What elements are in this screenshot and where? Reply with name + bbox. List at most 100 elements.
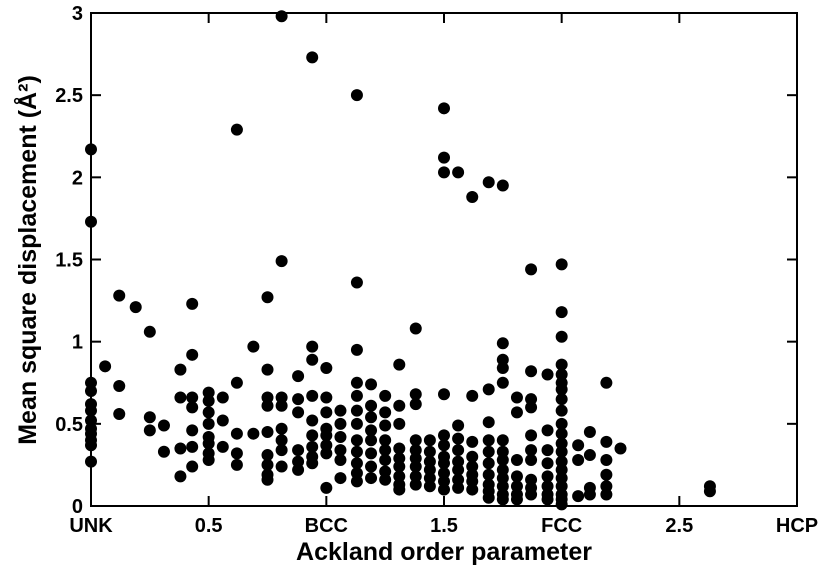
point: [423, 455, 436, 468]
point: [466, 435, 479, 448]
point: [555, 404, 568, 417]
point: [496, 493, 509, 506]
point: [334, 404, 347, 417]
point: [350, 434, 363, 447]
point: [275, 391, 288, 404]
x-tick-label: HCP: [776, 515, 818, 537]
y-tick-label: 0.5: [55, 414, 83, 436]
y-tick-label: 2.5: [55, 85, 83, 107]
point: [452, 455, 465, 468]
point: [334, 444, 347, 457]
point: [482, 416, 495, 429]
point: [186, 297, 199, 310]
point: [496, 472, 509, 485]
point: [350, 475, 363, 488]
x-axis-label: Ackland order parameter: [296, 538, 592, 566]
point: [525, 263, 538, 276]
point: [334, 453, 347, 466]
point: [379, 419, 392, 432]
point: [292, 455, 305, 468]
point: [261, 399, 274, 412]
point: [409, 470, 422, 483]
point: [186, 348, 199, 361]
point: [438, 166, 450, 179]
point: [496, 179, 509, 192]
point: [452, 481, 465, 494]
point: [555, 330, 568, 343]
point: [350, 457, 363, 470]
y-tick-label: 2: [72, 167, 83, 189]
point: [555, 258, 568, 271]
point: [99, 360, 112, 373]
point: [466, 450, 479, 463]
point: [350, 343, 363, 356]
point: [555, 472, 568, 485]
point: [496, 480, 509, 493]
point: [541, 480, 554, 493]
point: [438, 439, 450, 452]
point: [555, 427, 568, 440]
point: [275, 422, 288, 435]
point: [409, 388, 422, 401]
point: [393, 452, 406, 465]
point: [350, 404, 363, 417]
point: [482, 468, 495, 481]
point: [320, 406, 333, 419]
point: [510, 470, 523, 483]
point: [320, 361, 333, 374]
x-tick-label: 1.5: [430, 515, 458, 537]
axes: UNK 0.5 BCC 1.5 FCC 2.5 HCP 0 0.5 1 1.5 2 2.5 3: [55, 3, 818, 537]
point: [409, 444, 422, 457]
y-tick-label: 3: [72, 3, 83, 25]
point: [510, 493, 523, 506]
point: [496, 353, 509, 366]
point: [261, 426, 274, 439]
point: [482, 457, 495, 470]
point: [320, 481, 333, 494]
point: [423, 434, 436, 447]
point: [510, 406, 523, 419]
point: [438, 475, 450, 488]
x-tick-label: BCC: [305, 515, 348, 537]
point: [496, 376, 509, 389]
point: [365, 472, 378, 485]
point: [292, 463, 305, 476]
point: [350, 389, 363, 402]
point: [555, 358, 568, 371]
point: [143, 411, 156, 424]
point: [452, 473, 465, 486]
point: [350, 417, 363, 430]
point: [292, 393, 305, 406]
point: [555, 306, 568, 319]
point: [334, 417, 347, 430]
point: [438, 151, 450, 164]
point: [350, 467, 363, 480]
point: [600, 376, 613, 389]
point: [525, 444, 538, 457]
point: [202, 406, 215, 419]
point: [365, 460, 378, 473]
point: [438, 483, 450, 496]
point: [555, 437, 568, 450]
point: [292, 406, 305, 419]
point: [174, 363, 187, 376]
point: [261, 291, 274, 304]
point: [438, 102, 450, 115]
point: [275, 434, 288, 447]
point: [379, 389, 392, 402]
x-tick-label: 2.5: [665, 515, 693, 537]
point: [320, 447, 333, 460]
point: [393, 460, 406, 473]
point: [541, 444, 554, 457]
point: [541, 457, 554, 470]
point: [438, 457, 450, 470]
point: [510, 480, 523, 493]
point: [247, 427, 260, 440]
point: [555, 463, 568, 476]
point: [393, 358, 406, 371]
point: [496, 434, 509, 447]
point: [614, 442, 627, 455]
point: [261, 363, 274, 376]
point: [365, 434, 378, 447]
point: [350, 376, 363, 389]
